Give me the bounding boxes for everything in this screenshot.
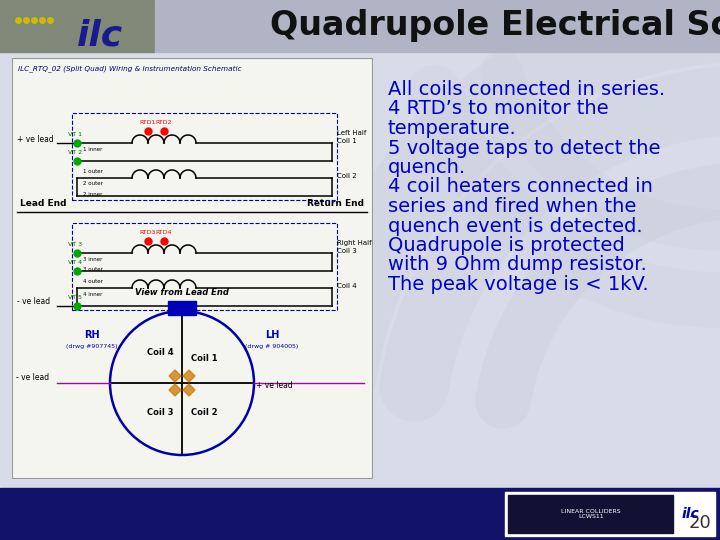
Bar bbox=[0, 488, 720, 540]
Bar bbox=[505, 492, 715, 536]
Text: 4 coil heaters connected in: 4 coil heaters connected in bbox=[388, 178, 653, 197]
Text: ilc: ilc bbox=[681, 507, 699, 521]
Text: Coil 1: Coil 1 bbox=[191, 354, 217, 363]
Text: VT 5: VT 5 bbox=[68, 295, 82, 300]
Text: RTD3: RTD3 bbox=[140, 230, 156, 235]
Text: + ve lead: + ve lead bbox=[17, 134, 54, 144]
Text: VT 1: VT 1 bbox=[68, 132, 82, 137]
Text: RTD2: RTD2 bbox=[156, 120, 172, 125]
Bar bbox=[12, 58, 372, 478]
Bar bbox=[0, 0, 155, 52]
Text: Return End: Return End bbox=[307, 199, 364, 208]
Text: 4 outer: 4 outer bbox=[83, 279, 103, 284]
Text: Quadrupole is protected: Quadrupole is protected bbox=[388, 236, 625, 255]
Text: Coil 4: Coil 4 bbox=[147, 348, 174, 357]
Text: - ve lead: - ve lead bbox=[17, 298, 50, 307]
Polygon shape bbox=[169, 384, 181, 396]
Text: Coil 2: Coil 2 bbox=[191, 408, 217, 417]
Text: 3 inner: 3 inner bbox=[83, 257, 102, 262]
Text: Right Half: Right Half bbox=[337, 240, 372, 246]
Text: quench event is detected.: quench event is detected. bbox=[388, 217, 643, 235]
Text: View from Lead End: View from Lead End bbox=[135, 288, 229, 297]
Bar bbox=[72, 113, 337, 200]
Text: LINEAR COLLIDERS
LCWS11: LINEAR COLLIDERS LCWS11 bbox=[561, 509, 621, 519]
Text: VT 4: VT 4 bbox=[68, 260, 82, 265]
Text: - ve lead: - ve lead bbox=[16, 373, 49, 382]
Text: Left Half: Left Half bbox=[337, 130, 366, 136]
Text: (drwg #907745): (drwg #907745) bbox=[66, 344, 118, 349]
Text: temperature.: temperature. bbox=[388, 119, 517, 138]
Text: 3 outer: 3 outer bbox=[83, 267, 103, 272]
Text: LH: LH bbox=[265, 330, 279, 340]
Text: Quadrupole Electrical Scheme: Quadrupole Electrical Scheme bbox=[270, 10, 720, 43]
Text: 1 outer: 1 outer bbox=[83, 169, 103, 174]
Text: Coil 1: Coil 1 bbox=[337, 138, 356, 144]
Text: Coil 3: Coil 3 bbox=[337, 248, 356, 254]
Text: 1 inner: 1 inner bbox=[83, 147, 102, 152]
Text: + ve lead: + ve lead bbox=[256, 381, 293, 390]
Polygon shape bbox=[183, 384, 195, 396]
Bar bbox=[72, 223, 337, 310]
Text: Coil 4: Coil 4 bbox=[337, 283, 356, 289]
Text: 5 voltage taps to detect the: 5 voltage taps to detect the bbox=[388, 138, 660, 158]
Text: ILC_RTQ_02 (Split Quad) Wiring & Instrumentation Schematic: ILC_RTQ_02 (Split Quad) Wiring & Instrum… bbox=[18, 65, 241, 72]
Text: RTD1: RTD1 bbox=[140, 120, 156, 125]
Text: 20: 20 bbox=[688, 514, 711, 532]
Text: RH: RH bbox=[84, 330, 100, 340]
Text: RTD4: RTD4 bbox=[156, 230, 172, 235]
Text: The peak voltage is < 1kV.: The peak voltage is < 1kV. bbox=[388, 275, 649, 294]
Bar bbox=[12, 58, 372, 478]
Text: quench.: quench. bbox=[388, 158, 466, 177]
Text: 4 RTD’s to monitor the: 4 RTD’s to monitor the bbox=[388, 99, 608, 118]
Text: VT 3: VT 3 bbox=[68, 242, 82, 247]
Bar bbox=[168, 301, 196, 315]
Polygon shape bbox=[183, 370, 195, 382]
Bar bbox=[155, 0, 720, 52]
Bar bbox=[508, 495, 673, 533]
Polygon shape bbox=[169, 370, 181, 382]
Text: Lead End: Lead End bbox=[20, 199, 66, 208]
Text: with 9 Ohm dump resistor.: with 9 Ohm dump resistor. bbox=[388, 255, 647, 274]
Text: All coils connected in series.: All coils connected in series. bbox=[388, 80, 665, 99]
Text: Coil 2: Coil 2 bbox=[337, 173, 356, 179]
Text: 2 outer: 2 outer bbox=[83, 181, 103, 186]
Text: VT 2: VT 2 bbox=[68, 150, 82, 155]
Text: ilc: ilc bbox=[77, 18, 123, 52]
Text: 4 inner: 4 inner bbox=[83, 292, 102, 297]
Text: (drwg # 904005): (drwg # 904005) bbox=[246, 344, 299, 349]
Text: series and fired when the: series and fired when the bbox=[388, 197, 636, 216]
Text: 2 inner: 2 inner bbox=[83, 192, 102, 197]
Text: Coil 3: Coil 3 bbox=[147, 408, 174, 417]
